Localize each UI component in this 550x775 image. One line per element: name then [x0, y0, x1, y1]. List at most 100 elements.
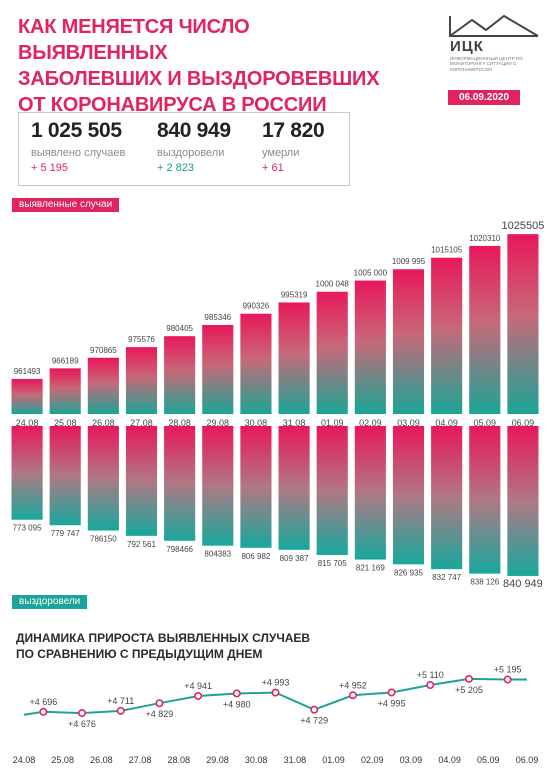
- growth-point: [39, 707, 48, 716]
- growth-point: [232, 689, 241, 698]
- cases-bar-label: 1000 048: [316, 280, 350, 289]
- line-date-label: 03.09: [400, 755, 423, 765]
- cases-bar-label: 1015105: [431, 246, 463, 255]
- recovered-bar: [316, 426, 348, 556]
- cases-bar-label: 980405: [166, 324, 193, 333]
- recovered-bar: [469, 426, 501, 574]
- cases-tag: выявленные случаи: [12, 198, 120, 212]
- recovered-bar-label: 815 705: [318, 559, 347, 568]
- cases-bar-label: 1005 000: [354, 269, 388, 278]
- growth-label: +4 711: [107, 696, 134, 706]
- cases-bar-label: 995319: [281, 290, 308, 299]
- cases-bar: [507, 234, 539, 414]
- date-label: 05.09: [474, 418, 497, 428]
- date-label: 02.09: [359, 418, 382, 428]
- growth-label: +4 676: [68, 719, 96, 729]
- date-label: 24.08: [16, 418, 39, 428]
- growth-point: [116, 706, 125, 715]
- line-date-label: 06.09: [516, 755, 539, 765]
- recovered-bar-label: 838 126: [470, 578, 499, 587]
- growth-point: [78, 709, 87, 718]
- cases-bar-label: 966189: [52, 356, 79, 365]
- growth-label: +4 729: [300, 716, 328, 726]
- cases-bar-label: 970865: [90, 346, 117, 355]
- line-date-label: 02.09: [361, 755, 384, 765]
- stat-delta: + 5 195: [31, 162, 69, 174]
- stat-delta: + 61: [262, 162, 284, 174]
- date-label: 26.08: [92, 418, 115, 428]
- page-title: КАК МЕНЯЕТСЯ ЧИСЛО ВЫЯВЛЕННЫХ ЗАБОЛЕВШИХ…: [18, 14, 398, 118]
- cases-bar: [87, 357, 119, 414]
- recovered-bar: [278, 426, 310, 550]
- line-date-label: 04.09: [438, 755, 461, 765]
- cases-bar: [125, 347, 158, 414]
- line-date-label: 29.08: [206, 755, 229, 765]
- line-date-label: 24.08: [13, 755, 36, 765]
- recovered-bar-label: 779 747: [51, 529, 80, 538]
- recovered-bar: [49, 426, 81, 526]
- growth-label: +4 952: [339, 680, 367, 690]
- line-date-label: 30.08: [245, 755, 268, 765]
- date-badge: 06.09.2020: [448, 90, 520, 105]
- recovered-bar-label: 832 747: [432, 573, 461, 582]
- growth-label: +4 941: [184, 681, 212, 691]
- line-date-label: 26.08: [90, 755, 113, 765]
- recovered-bar-label: 804383: [204, 550, 231, 559]
- growth-label: +4 995: [378, 698, 406, 708]
- cases-bar: [164, 336, 196, 414]
- logo: ИЦК ИНФОРМАЦИОННЫЙ ЦЕНТР ПО МОНИТОРИНГУ …: [446, 12, 542, 82]
- growth-label: +4 993: [262, 678, 290, 688]
- date-label: 27.08: [130, 418, 153, 428]
- recovered-bar: [164, 426, 196, 541]
- logo-mountain-icon: [449, 14, 539, 37]
- date-label: 30.08: [245, 418, 268, 428]
- cases-bar: [392, 269, 425, 414]
- recovered-bar: [11, 426, 43, 520]
- recovered-bar-label: 840 949: [503, 578, 543, 590]
- title-line: ОТ КОРОНАВИРУСА В РОССИИ: [18, 94, 327, 116]
- stat-value: 17 820: [262, 119, 325, 142]
- recovered-bar-label: 806 982: [241, 552, 270, 561]
- growth-label: +5 195: [494, 665, 522, 675]
- cases-bar-label: 1009 995: [392, 257, 426, 266]
- cases-bar: [202, 325, 234, 414]
- date-label: 31.08: [283, 418, 306, 428]
- growth-point: [271, 688, 280, 697]
- growth-point: [464, 674, 473, 683]
- recovered-bar-label: 809 387: [280, 554, 309, 563]
- stat-deaths: 17 820 умерли + 61: [262, 119, 325, 174]
- recovered-bar: [507, 426, 539, 576]
- line-date-label: 05.09: [477, 755, 500, 765]
- recovered-bar: [354, 426, 386, 560]
- growth-point: [310, 705, 319, 714]
- recovered-bar: [240, 426, 272, 548]
- title-line: КАК МЕНЯЕТСЯ ЧИСЛО ВЫЯВЛЕННЫХ: [18, 16, 250, 64]
- cases-bar: [431, 257, 463, 414]
- recovered-bar: [87, 426, 119, 531]
- growth-point: [387, 688, 396, 697]
- cases-bar: [278, 302, 310, 414]
- summary-stats: 1 025 505 выявлено случаев + 5 195 840 9…: [18, 112, 350, 186]
- logo-subtitle: ИНФОРМАЦИОННЫЙ ЦЕНТР ПО МОНИТОРИНГУ СИТУ…: [450, 56, 523, 72]
- line-date-label: 28.08: [168, 755, 191, 765]
- stat-label: выздоровели: [157, 147, 225, 159]
- recovered-bar-label: 773 095: [13, 524, 42, 533]
- cases-bar: [49, 368, 81, 414]
- cases-bar: [11, 378, 43, 414]
- growth-label: +4 829: [146, 709, 174, 719]
- cases-bar-label: 975576: [128, 335, 155, 344]
- date-label: 29.08: [207, 418, 230, 428]
- cases-bar: [316, 291, 348, 414]
- growth-point: [348, 691, 357, 700]
- stat-cases: 1 025 505 выявлено случаев + 5 195: [31, 119, 125, 174]
- cases-bar-label: 961493: [14, 367, 41, 376]
- cases-bar: [469, 245, 501, 414]
- cases-bar-label: 1020310: [469, 234, 501, 243]
- date-label: 04.09: [435, 418, 458, 428]
- growth-point: [194, 691, 203, 700]
- cases-bar-label: 990326: [243, 302, 270, 311]
- recovered-tag: выздоровели: [12, 595, 88, 609]
- recovered-bar-label: 792 561: [127, 540, 156, 549]
- line-date-label: 25.08: [51, 755, 74, 765]
